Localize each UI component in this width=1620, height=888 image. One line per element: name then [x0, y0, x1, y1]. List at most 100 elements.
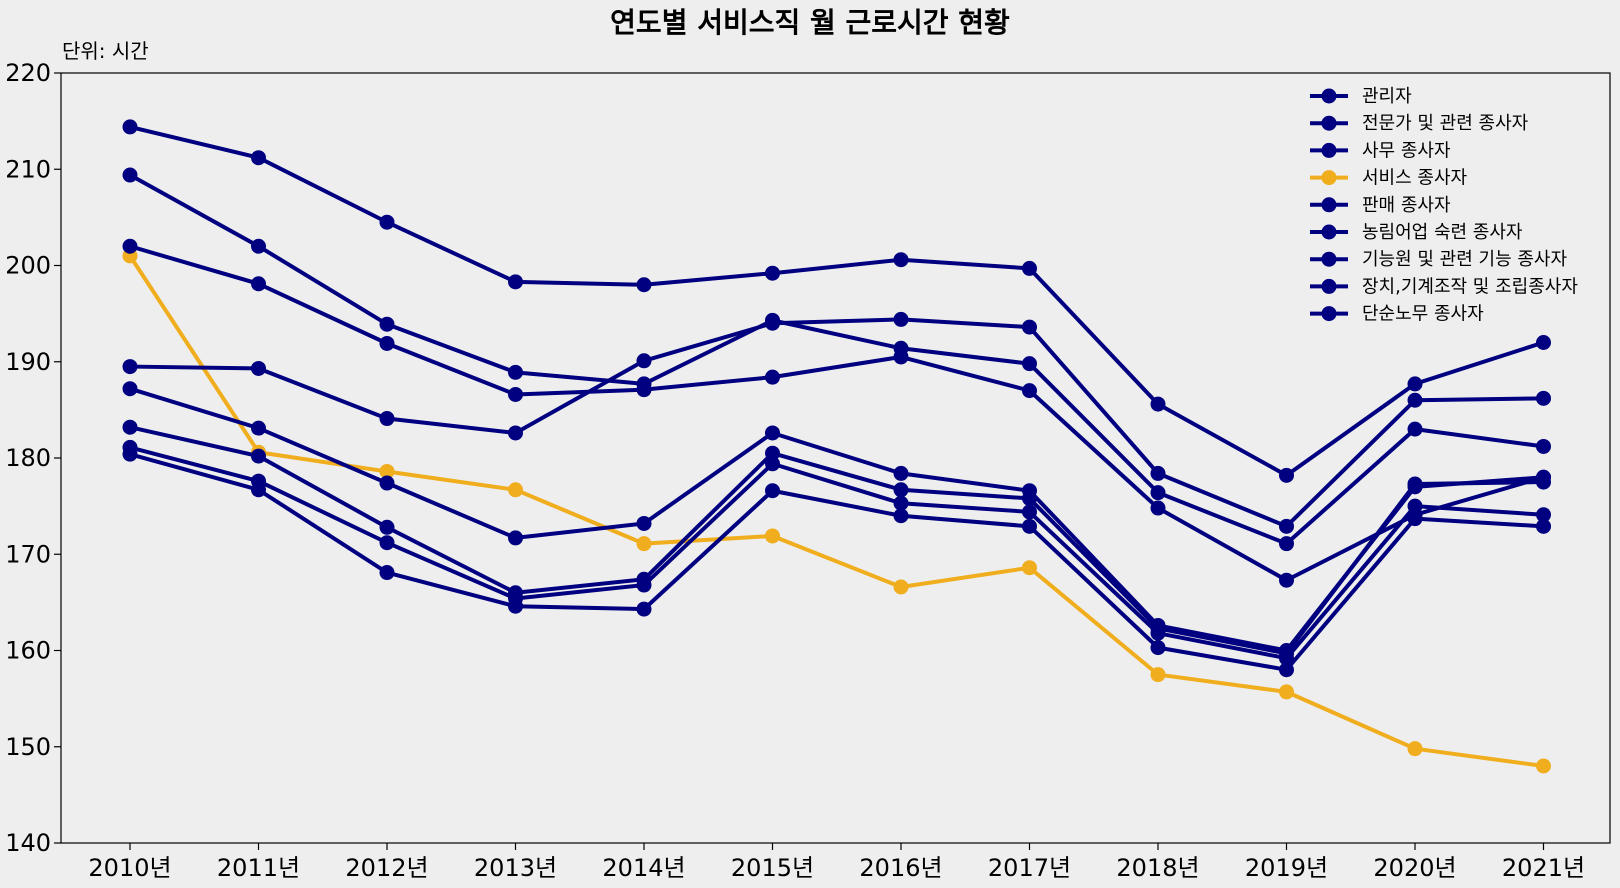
legend-item: 서비스 종사자: [1310, 168, 1468, 189]
chart-title: 연도별 서비스직 월 근로시간 현황: [610, 6, 1010, 39]
data-point: [765, 425, 780, 441]
data-point: [636, 601, 652, 617]
data-point: [251, 276, 266, 292]
series-line: [129, 173, 1544, 546]
series-line: [128, 254, 1544, 768]
data-point: [508, 274, 523, 290]
x-tick-label: 2021년: [1502, 854, 1585, 882]
data-point: [1022, 490, 1037, 506]
data-point: [122, 359, 138, 375]
series-line: [129, 317, 1544, 529]
data-point: [122, 238, 138, 254]
data-point: [1022, 383, 1037, 399]
x-tick-label: 2011년: [217, 854, 300, 882]
data-point: [1407, 376, 1423, 392]
x-tick-label: 2018년: [1116, 854, 1199, 882]
y-axis: 140 150 160 170 180 190 200 210 220: [5, 59, 61, 857]
data-point: [1150, 500, 1166, 516]
x-tick-label: 2010년: [88, 854, 171, 882]
data-point: [1022, 560, 1037, 576]
data-point: [1022, 504, 1037, 520]
data-point: [379, 214, 395, 230]
data-point: [1022, 319, 1037, 335]
series-8: [122, 446, 1551, 678]
data-point: [379, 411, 395, 427]
x-tick-label: 2013년: [474, 854, 557, 882]
legend-item: 전문가 및 관련 종사자: [1310, 113, 1529, 134]
data-point: [122, 446, 138, 462]
data-point: [251, 448, 266, 464]
legend-label: 단순노무 종사자: [1362, 304, 1484, 325]
data-point: [1279, 518, 1294, 534]
data-point: [251, 420, 266, 436]
data-point: [379, 335, 395, 351]
series-line: [129, 244, 1545, 583]
legend-item: 사무 종사자: [1310, 140, 1451, 161]
data-point: [1022, 260, 1037, 276]
data-point: [893, 465, 909, 481]
data-point: [508, 530, 523, 546]
series-0: [122, 119, 1551, 483]
data-point: [1279, 650, 1294, 666]
data-point: [1407, 476, 1423, 492]
data-point: [1536, 474, 1551, 490]
data-point: [508, 425, 523, 441]
legend-marker: [1321, 197, 1337, 213]
series-4: [122, 167, 1551, 552]
data-point: [379, 535, 395, 551]
data-point: [1536, 390, 1551, 406]
data-point: [765, 369, 780, 385]
legend-marker: [1321, 224, 1337, 240]
y-tick-label: 150: [5, 733, 51, 761]
data-point: [1150, 667, 1166, 683]
series-layer: [122, 119, 1551, 774]
data-point: [1536, 438, 1551, 454]
data-point: [379, 316, 395, 332]
data-point: [636, 577, 652, 593]
legend-label: 전문가 및 관련 종사자: [1362, 113, 1529, 134]
data-point: [1407, 511, 1423, 527]
y-tick-label: 160: [5, 637, 51, 665]
data-point: [508, 386, 523, 402]
data-point: [636, 376, 652, 392]
x-tick-label: 2020년: [1373, 854, 1456, 882]
data-point: [636, 277, 652, 293]
legend-label: 사무 종사자: [1362, 140, 1451, 161]
data-point: [508, 482, 523, 498]
data-point: [1150, 485, 1166, 501]
data-point: [765, 312, 780, 328]
data-point: [251, 238, 266, 254]
y-tick-label: 140: [5, 829, 51, 857]
series-line: [129, 445, 1544, 661]
legend-label: 서비스 종사자: [1362, 168, 1468, 189]
legend-marker: [1321, 142, 1337, 158]
x-axis: 2010년 2011년 2012년 2013년 2014년 2015년 2016년 2017년…: [88, 843, 1585, 882]
x-tick-label: 2015년: [731, 854, 814, 882]
data-point: [765, 528, 780, 544]
data-point: [1279, 467, 1294, 483]
data-point: [251, 360, 266, 376]
series-3: [122, 248, 1551, 774]
data-point: [1022, 356, 1037, 372]
data-point: [1407, 421, 1423, 437]
x-tick-label: 2016년: [859, 854, 942, 882]
data-point: [893, 508, 909, 524]
legend-label: 농림어업 숙련 종사자: [1362, 222, 1523, 243]
data-point: [1536, 507, 1551, 523]
y-tick-label: 180: [5, 444, 51, 472]
y-tick-label: 210: [5, 155, 51, 183]
data-point: [636, 353, 652, 369]
data-point: [379, 463, 395, 479]
legend-item: 장치,기계조작 및 조립종사자: [1310, 276, 1578, 297]
series-line: [129, 425, 1544, 656]
legend-marker: [1321, 88, 1337, 104]
x-tick-label: 2014년: [602, 854, 685, 882]
data-point: [1536, 335, 1551, 350]
data-point: [765, 483, 780, 499]
data-point: [893, 482, 909, 498]
data-point: [251, 482, 266, 498]
legend-marker: [1321, 278, 1337, 294]
data-point: [1150, 465, 1166, 481]
legend-marker: [1321, 170, 1337, 186]
